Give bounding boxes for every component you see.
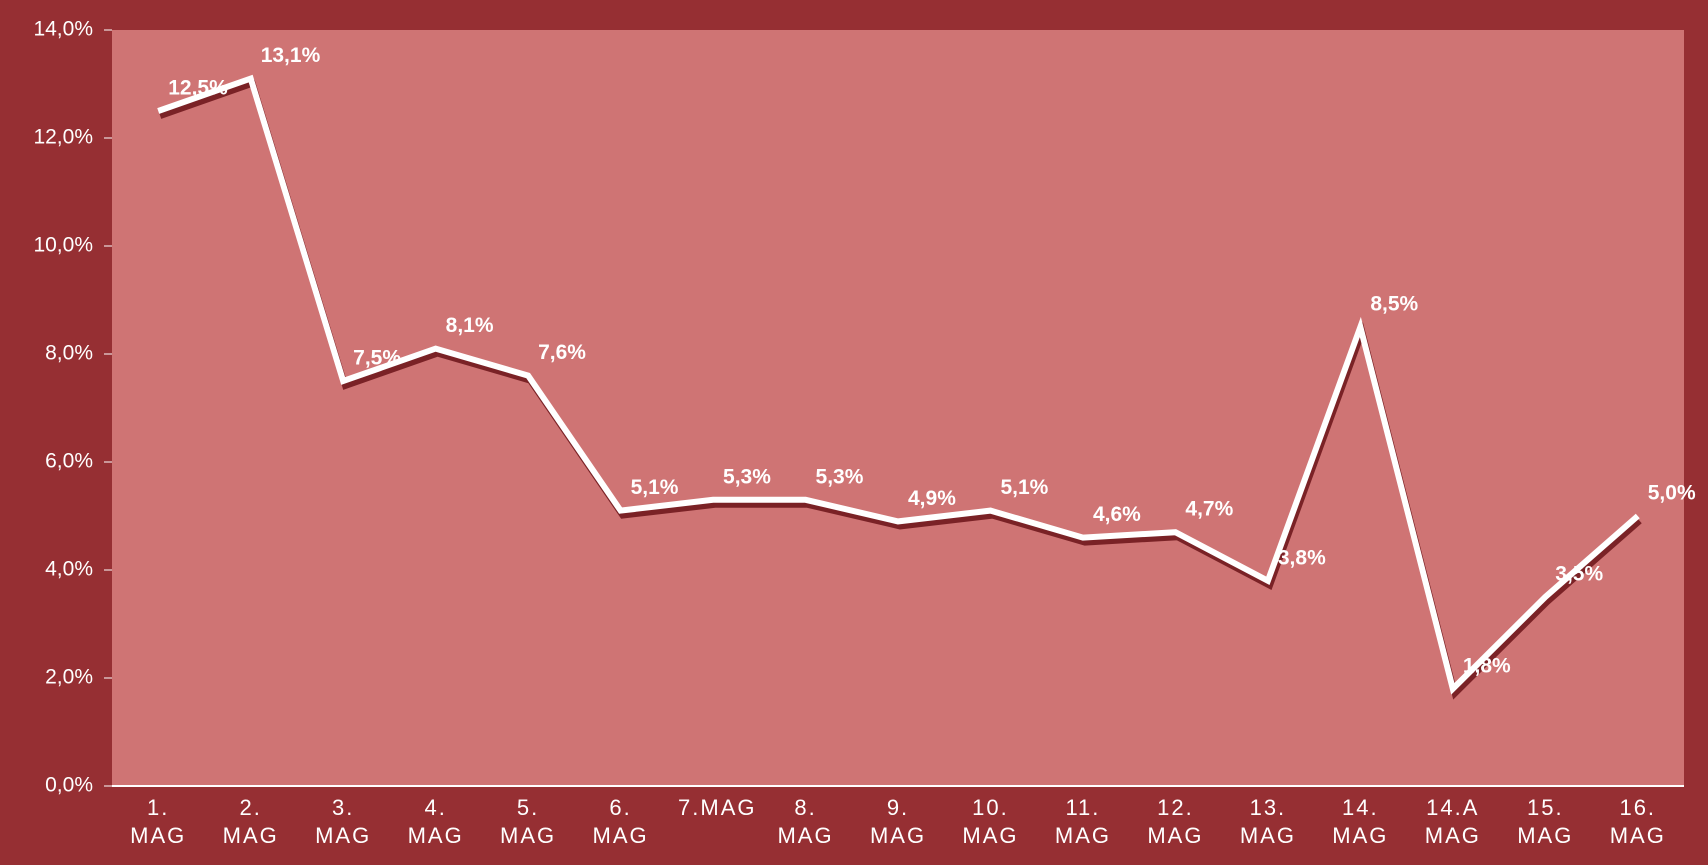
x-tick-label: 9. MAG bbox=[869, 795, 927, 848]
data-label: 3,5% bbox=[1555, 563, 1603, 586]
x-tick-label: 3. MAG bbox=[315, 795, 372, 848]
x-tick-label: 10. MAG bbox=[962, 795, 1019, 848]
data-label: 7,6% bbox=[538, 341, 586, 364]
y-tick-label: 6,0% bbox=[45, 450, 93, 473]
data-label: 5,1% bbox=[1000, 476, 1048, 499]
data-label: 13,1% bbox=[261, 44, 321, 67]
x-tick-label: 13. MAG bbox=[1239, 795, 1296, 848]
data-label: 5,1% bbox=[631, 476, 679, 499]
data-label: 4,7% bbox=[1185, 498, 1233, 521]
x-tick-label: 12. MAG bbox=[1147, 795, 1204, 848]
x-tick-label: 15. MAG bbox=[1517, 795, 1574, 848]
y-tick-label: 0,0% bbox=[45, 774, 93, 797]
x-tick-label: 14.A MAG bbox=[1424, 795, 1481, 848]
y-tick-label: 12,0% bbox=[33, 126, 93, 149]
data-label: 5,3% bbox=[816, 465, 864, 488]
x-tick-label: 16. MAG bbox=[1609, 795, 1666, 848]
x-tick-label: 8. MAG bbox=[777, 795, 834, 848]
data-label: 4,9% bbox=[908, 487, 956, 510]
x-tick-label: 4. MAG bbox=[407, 795, 464, 848]
x-tick-label: 5. MAG bbox=[500, 795, 557, 848]
y-tick-label: 2,0% bbox=[45, 666, 93, 689]
y-tick-label: 4,0% bbox=[45, 558, 93, 581]
x-tick-label: 1. MAG bbox=[130, 795, 187, 848]
x-tick-label: 14. MAG bbox=[1332, 795, 1389, 848]
data-label: 4,6% bbox=[1093, 503, 1141, 526]
x-tick-label: 7.MAG bbox=[678, 795, 757, 820]
data-label: 1,8% bbox=[1463, 654, 1511, 677]
data-label: 5,0% bbox=[1648, 482, 1696, 505]
data-label: 8,5% bbox=[1370, 293, 1418, 316]
data-label: 8,1% bbox=[446, 314, 494, 337]
data-label: 12,5% bbox=[168, 77, 228, 100]
data-label: 7,5% bbox=[353, 347, 401, 370]
y-tick-label: 8,0% bbox=[45, 342, 93, 365]
x-tick-label: 2. MAG bbox=[222, 795, 279, 848]
y-tick-label: 14,0% bbox=[33, 18, 93, 41]
x-tick-label: 6. MAG bbox=[592, 795, 649, 848]
data-label: 5,3% bbox=[723, 465, 771, 488]
y-tick-label: 10,0% bbox=[33, 234, 93, 257]
data-label: 3,8% bbox=[1278, 546, 1326, 569]
x-tick-label: 11. MAG bbox=[1054, 795, 1111, 848]
line bbox=[157, 74, 1640, 695]
